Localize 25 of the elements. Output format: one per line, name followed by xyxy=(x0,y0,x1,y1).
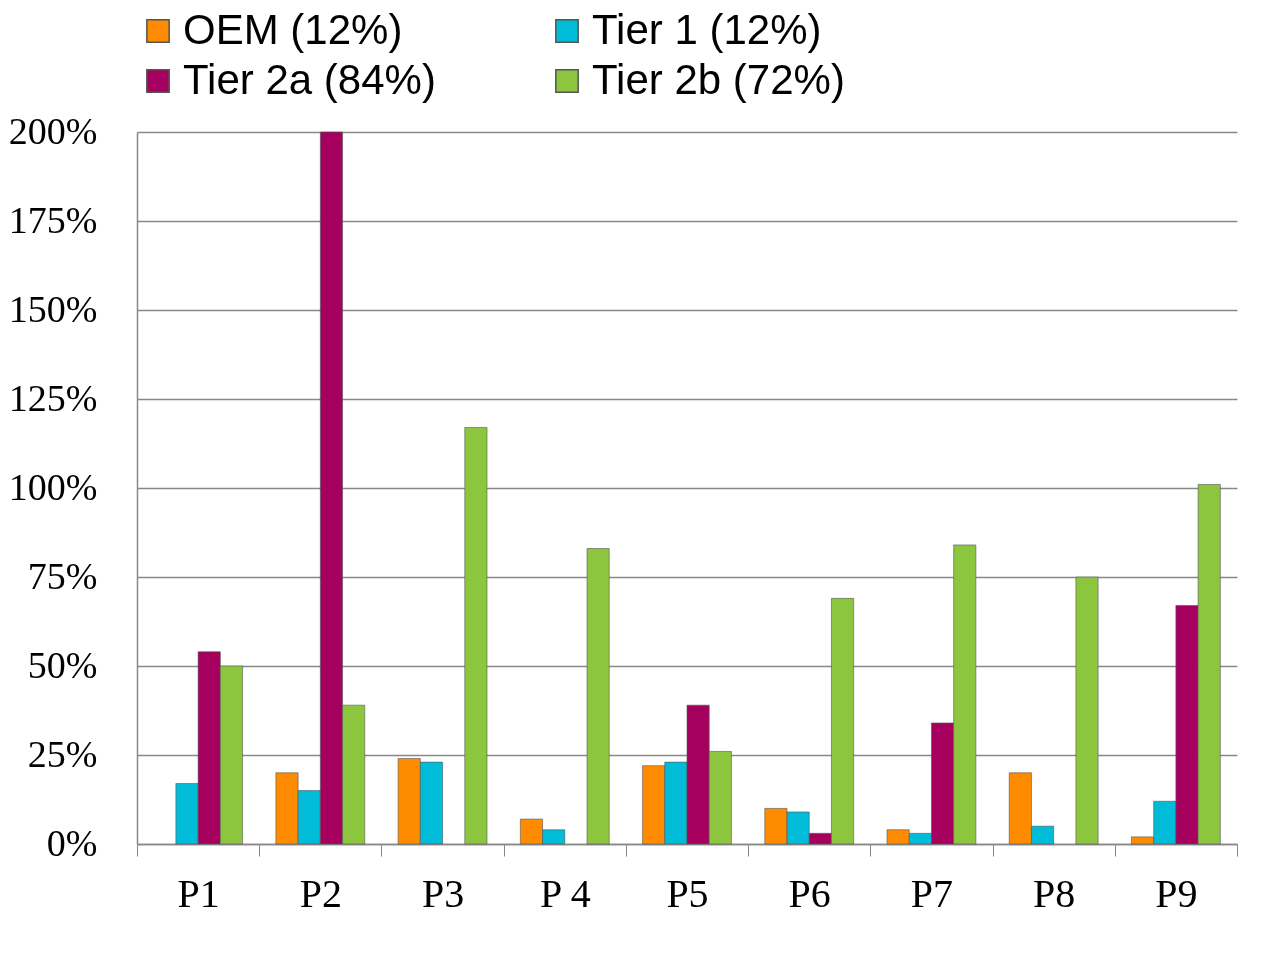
x-tick-label: P9 xyxy=(1155,870,1198,916)
bar xyxy=(464,427,488,845)
x-tick-label: P7 xyxy=(910,870,954,916)
x-tick-label: P3 xyxy=(421,870,465,916)
y-tick-label: 200% xyxy=(8,109,98,152)
y-tick-label: 75% xyxy=(27,554,98,597)
y-tick-label: 125% xyxy=(8,376,98,419)
legend-label: Tier 1 (12%) xyxy=(592,6,822,53)
legend-label: Tier 2b (72%) xyxy=(592,56,845,103)
x-tick-label: P1 xyxy=(177,870,220,916)
x-tick-label: P5 xyxy=(666,870,709,916)
y-tick-label: 25% xyxy=(27,732,98,775)
y-tick-label: 175% xyxy=(8,198,98,241)
x-tick-label: P2 xyxy=(299,870,342,916)
x-tick-label: P6 xyxy=(788,870,831,916)
y-tick-label: 0% xyxy=(46,821,98,864)
legend-label: Tier 2a (84%) xyxy=(183,56,436,103)
x-tick-label: P8 xyxy=(1033,870,1076,916)
y-tick-label: 50% xyxy=(27,643,98,686)
bar xyxy=(1075,576,1099,845)
x-tick-label: P 4 xyxy=(539,870,591,916)
y-tick-label: 100% xyxy=(8,465,98,508)
bar xyxy=(586,548,610,845)
legend-label: OEM (12%) xyxy=(183,6,403,53)
y-tick-label: 150% xyxy=(8,287,98,330)
